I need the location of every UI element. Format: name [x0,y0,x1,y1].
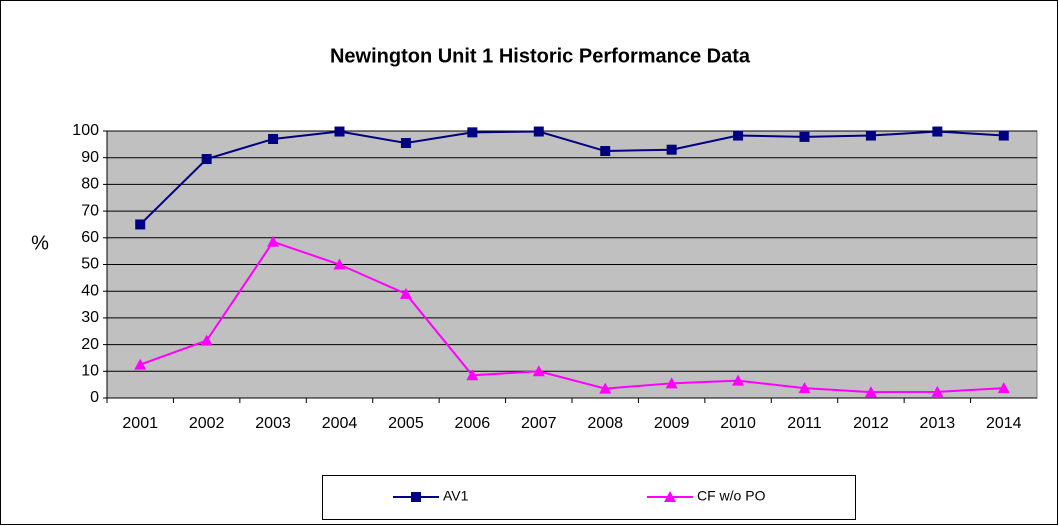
legend-label: AV1 [443,488,469,504]
marker [798,382,811,394]
y-tick-label: 20 [81,336,99,353]
series-line [139,240,1004,394]
series-line [139,130,1004,226]
x-tick-label: 2007 [521,415,557,432]
x-tick-label: 2011 [787,415,822,432]
x-tick-label: 2014 [986,415,1022,432]
x-tick-label: 2003 [255,415,291,432]
x-tick-label: 2012 [853,415,889,432]
marker [865,130,876,141]
x-tick-label: 2013 [920,415,956,432]
marker [732,374,745,386]
y-tick-label: 70 [81,202,99,219]
marker [664,491,676,502]
marker [466,369,479,381]
marker [666,144,677,155]
marker [201,154,212,165]
x-tick-label: 2001 [122,415,158,432]
marker [334,126,345,137]
marker [600,146,611,157]
y-tick-label: 40 [81,282,99,299]
y-axis-label: % [31,232,49,254]
marker [532,365,545,377]
y-tick-label: 100 [72,122,99,139]
marker [932,126,943,137]
x-tick-label: 2006 [455,415,491,432]
marker [599,382,612,394]
marker [864,386,877,398]
marker [134,358,147,370]
y-tick-label: 10 [81,363,99,380]
y-tick-label: 50 [81,256,99,273]
marker [135,219,146,230]
marker [931,385,944,397]
x-tick-label: 2008 [587,415,623,432]
marker [799,131,810,142]
marker [533,126,544,137]
marker [200,334,213,346]
marker [998,130,1009,141]
x-tick-label: 2002 [189,415,225,432]
marker [467,127,478,138]
y-tick-label: 60 [81,229,99,246]
marker [268,134,279,145]
y-tick-label: 90 [81,149,99,166]
marker [733,130,744,141]
y-tick-label: 30 [81,309,99,326]
x-tick-label: 2010 [720,415,756,432]
marker [333,258,346,270]
x-tick-label: 2009 [654,415,690,432]
marker [665,377,678,389]
legend-label: CF w/o PO [697,488,766,504]
y-tick-label: 0 [90,389,99,406]
chart-title: Newington Unit 1 Historic Performance Da… [330,45,751,67]
marker [411,492,421,502]
marker [400,138,411,149]
x-tick-label: 2004 [322,415,358,432]
y-tick-label: 80 [81,176,99,193]
marker [997,382,1010,394]
x-tick-label: 2005 [388,415,424,432]
marker [399,287,412,299]
marker [267,235,280,247]
